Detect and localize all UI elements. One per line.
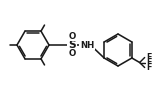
Text: F: F bbox=[146, 53, 152, 62]
Text: NH: NH bbox=[80, 40, 94, 50]
Text: F: F bbox=[146, 63, 152, 72]
Text: S: S bbox=[68, 40, 76, 50]
Text: O: O bbox=[68, 49, 76, 58]
Text: O: O bbox=[68, 32, 76, 41]
Text: F: F bbox=[146, 58, 152, 67]
